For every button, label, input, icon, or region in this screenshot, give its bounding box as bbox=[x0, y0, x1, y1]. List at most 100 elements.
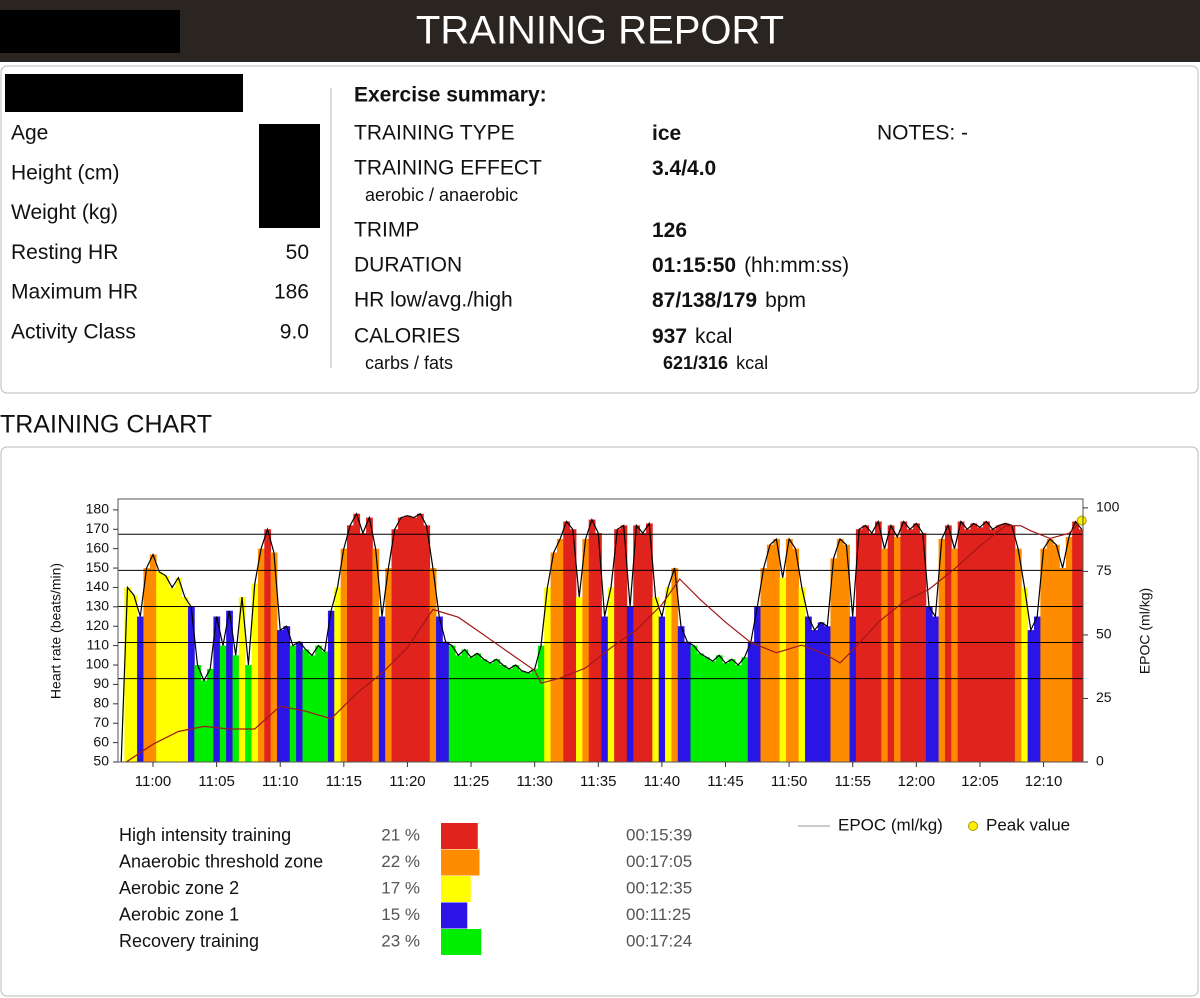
hr-bar bbox=[416, 513, 424, 762]
profile-label: Weight (kg) bbox=[11, 201, 118, 224]
hr-bar bbox=[474, 653, 481, 762]
x-tick-label: 11:25 bbox=[453, 773, 489, 790]
hr-bar bbox=[340, 548, 348, 762]
summary-sub-value: 621/316 kcal bbox=[663, 353, 768, 373]
hr-bar bbox=[448, 645, 456, 762]
hr-bar bbox=[289, 645, 297, 762]
x-tick-label: 12:10 bbox=[1025, 773, 1063, 790]
hr-bar bbox=[1021, 587, 1029, 762]
hr-bar bbox=[665, 587, 672, 762]
y-tick-label: 100 bbox=[86, 656, 110, 672]
y-tick-label: 180 bbox=[86, 501, 110, 517]
hr-bar bbox=[308, 655, 316, 762]
zone-bar bbox=[441, 823, 478, 849]
summary-label: HR low/avg./high bbox=[354, 289, 513, 312]
hr-bar bbox=[696, 653, 704, 762]
hr-bar bbox=[951, 548, 959, 762]
hr-bar bbox=[366, 517, 373, 762]
hr-bar bbox=[639, 533, 647, 762]
hr-bar bbox=[779, 577, 787, 762]
hr-bar bbox=[200, 680, 208, 762]
hr-bar bbox=[824, 626, 831, 762]
hr-bar bbox=[506, 668, 513, 762]
hr-bar bbox=[671, 568, 679, 762]
hr-bar bbox=[722, 663, 730, 762]
summary-value: 126 bbox=[652, 219, 687, 242]
y-tick-label: 80 bbox=[93, 695, 109, 711]
hr-bar bbox=[595, 533, 602, 762]
hr-bar bbox=[1027, 630, 1035, 762]
summary-value: 937 kcal bbox=[652, 325, 732, 348]
hr-bar bbox=[270, 552, 278, 762]
hr-bar bbox=[264, 529, 272, 762]
y-tick-label: 150 bbox=[86, 559, 110, 575]
hr-bar bbox=[499, 665, 507, 762]
x-tick-label: 12:05 bbox=[961, 773, 999, 790]
hr-bar bbox=[181, 597, 189, 762]
header-bar bbox=[0, 0, 1200, 62]
x-tick-label: 11:50 bbox=[771, 773, 807, 790]
summary-sub-label: carbs / fats bbox=[365, 353, 453, 373]
hr-bar bbox=[785, 538, 793, 762]
hr-bar bbox=[747, 641, 755, 762]
zone-percent: 15 % bbox=[381, 905, 420, 924]
hr-bar bbox=[556, 538, 564, 762]
hr-bar bbox=[805, 616, 812, 762]
hr-bar bbox=[652, 597, 660, 762]
summary-unit: bpm bbox=[765, 289, 806, 312]
hr-bar bbox=[493, 659, 501, 762]
hr-bar bbox=[620, 525, 628, 762]
summary-label: DURATION bbox=[354, 254, 462, 277]
zone-percent: 17 % bbox=[381, 878, 420, 897]
hr-bar bbox=[849, 616, 857, 762]
hr-bar bbox=[690, 645, 698, 762]
summary-heading: Exercise summary: bbox=[354, 84, 547, 107]
hr-bar bbox=[677, 626, 685, 762]
summary-sub-value-text: 621/316 bbox=[663, 353, 728, 373]
y-tick-label: 110 bbox=[87, 636, 110, 652]
hr-bar bbox=[455, 655, 462, 762]
hr-bar bbox=[938, 538, 946, 762]
hr-bar bbox=[149, 554, 157, 762]
hr-bar bbox=[811, 630, 819, 762]
hr-bar bbox=[531, 668, 539, 762]
y-tick-label: 60 bbox=[93, 733, 109, 749]
hr-bar bbox=[486, 663, 494, 762]
hr-bar bbox=[1014, 548, 1022, 762]
hr-bar bbox=[372, 548, 380, 762]
hr-bar bbox=[410, 517, 418, 762]
hr-bar bbox=[1053, 544, 1060, 762]
hr-bar bbox=[187, 606, 195, 762]
y-tick-label: 90 bbox=[93, 675, 109, 691]
hr-bar bbox=[512, 665, 520, 762]
zone-name: High intensity training bbox=[119, 825, 291, 845]
hr-bar bbox=[423, 525, 431, 762]
hr-bar bbox=[658, 616, 666, 762]
profile-label: Activity Class bbox=[11, 321, 136, 344]
hr-bar bbox=[353, 513, 361, 762]
hr-bar bbox=[601, 616, 609, 762]
hr-bar bbox=[906, 529, 914, 762]
y-tick-label: 140 bbox=[86, 578, 110, 594]
summary-sub-label: aerobic / anaerobic bbox=[365, 185, 518, 205]
hr-bar bbox=[830, 558, 838, 762]
zone-duration: 00:12:35 bbox=[626, 878, 692, 897]
zone-bar bbox=[441, 876, 471, 902]
hr-bar bbox=[868, 533, 876, 762]
hr-bar bbox=[467, 657, 475, 762]
hr-bar bbox=[537, 645, 545, 762]
notes: NOTES: - bbox=[877, 122, 968, 145]
summary-value-text: 3.4/4.0 bbox=[652, 157, 716, 180]
summary-label: TRIMP bbox=[354, 219, 419, 242]
profile: Age Height (cm) Weight (kg) Resting HR 50 Max… bbox=[11, 122, 309, 344]
summary-value: ice bbox=[652, 122, 681, 145]
hr-bar bbox=[582, 538, 590, 762]
y2-tick-label: 0 bbox=[1096, 753, 1104, 769]
hr-bar bbox=[544, 587, 551, 762]
hr-bar bbox=[900, 521, 908, 762]
hr-bar bbox=[429, 568, 437, 762]
hr-bar bbox=[894, 537, 901, 762]
hr-bar bbox=[137, 616, 144, 762]
summary-value: 3.4/4.0 bbox=[652, 157, 716, 180]
